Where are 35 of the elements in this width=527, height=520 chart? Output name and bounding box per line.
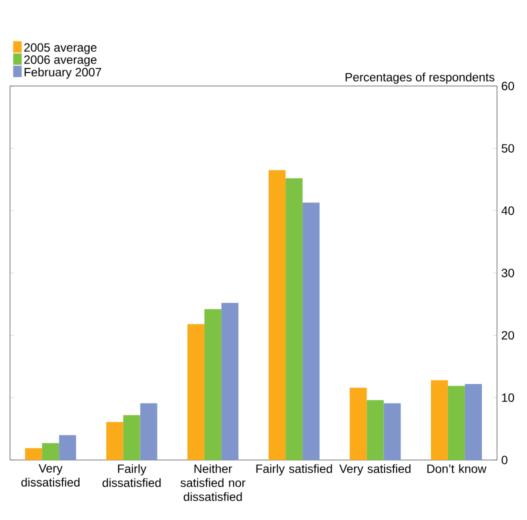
- x-tick-label: Fairly satisfied: [256, 464, 332, 476]
- y-tick-label: 0: [502, 456, 508, 464]
- bar: [286, 178, 303, 460]
- legend-label: 2005 average: [24, 43, 97, 54]
- bar: [106, 422, 124, 460]
- bar: [140, 403, 158, 460]
- y-tick-label: 50: [502, 144, 514, 153]
- bar: [221, 302, 238, 460]
- bar: [384, 403, 401, 460]
- y-tick-label: 10: [502, 393, 514, 402]
- y-tick-label: 60: [502, 82, 514, 90]
- bar: [123, 415, 140, 460]
- y-axis-title: Percentages of respondents: [346, 72, 494, 84]
- bar: [366, 400, 384, 460]
- x-tick-label: Fairly dissatisfied: [102, 464, 161, 488]
- bar: [59, 435, 76, 460]
- legend-label: 2006 average: [24, 55, 97, 66]
- y-tick-label: 20: [502, 331, 514, 340]
- legend-label: February 2007: [24, 68, 102, 79]
- x-tick-label: Neither satisfied nor dissatisfied: [180, 464, 246, 502]
- y-tick-label: 30: [502, 268, 514, 278]
- x-tick-label: Don’t know: [427, 464, 486, 474]
- x-tick-label: Very dissatisfied: [21, 464, 80, 487]
- x-tick-label: Very satisfied: [339, 464, 410, 476]
- bar: [25, 448, 42, 460]
- bar: [187, 324, 204, 460]
- bar: [42, 443, 60, 460]
- bar: [302, 202, 320, 460]
- bar: [268, 170, 286, 460]
- bar: [448, 386, 465, 460]
- bar: [204, 309, 222, 460]
- bar: [350, 388, 367, 460]
- y-tick-label: 40: [501, 206, 514, 215]
- bar: [464, 384, 482, 460]
- bar: [430, 380, 448, 460]
